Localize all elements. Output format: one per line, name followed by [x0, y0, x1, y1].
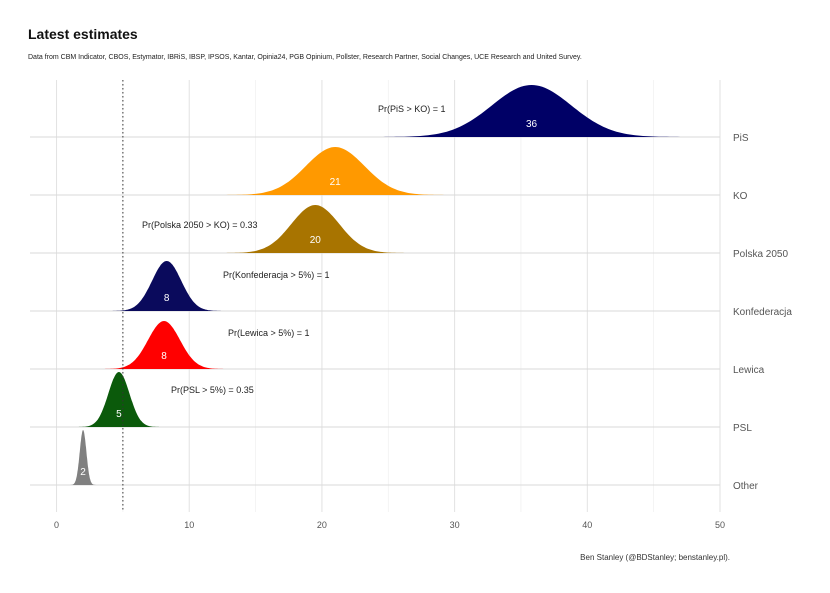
density-value-label: 5	[116, 409, 122, 420]
probability-annotation: Pr(Konfederacja > 5%) = 1	[223, 270, 330, 280]
density-value-label: 36	[526, 119, 538, 130]
category-label: Other	[733, 481, 759, 492]
category-label: PiS	[733, 133, 749, 144]
density-polska-2050	[219, 205, 411, 253]
probability-annotation: Pr(Polska 2050 > KO) = 0.33	[142, 220, 258, 230]
x-tick-label: 20	[317, 520, 327, 530]
category-label: PSL	[733, 423, 752, 434]
density-value-label: 21	[330, 177, 342, 188]
x-tick-label: 50	[715, 520, 725, 530]
chart-caption: Ben Stanley (@BDStanley; benstanley.pl).	[580, 553, 730, 562]
density-psl	[76, 372, 162, 427]
density-pis	[372, 85, 691, 137]
density-konfederacja	[108, 261, 226, 311]
density-lewica	[100, 321, 228, 369]
density-ko	[218, 147, 452, 195]
density-value-label: 20	[310, 235, 322, 246]
chart-subtitle: Data from CBM Indicator, CBOS, Estymator…	[28, 54, 582, 61]
x-tick-label: 10	[184, 520, 194, 530]
density-other	[69, 430, 97, 485]
density-value-label: 8	[161, 351, 167, 362]
x-tick-label: 0	[54, 520, 59, 530]
density-value-label: 2	[80, 467, 86, 478]
category-label: Polska 2050	[733, 249, 788, 260]
chart-title: Latest estimates	[28, 26, 138, 42]
probability-annotation: Pr(PiS > KO) = 1	[378, 104, 446, 114]
category-label: Lewica	[733, 365, 765, 376]
x-tick-label: 30	[450, 520, 460, 530]
probability-annotation: Pr(Lewica > 5%) = 1	[228, 328, 310, 338]
x-tick-label: 40	[582, 520, 592, 530]
probability-annotation: Pr(PSL > 5%) = 0.35	[171, 385, 254, 395]
category-label: Konfederacja	[733, 307, 792, 318]
density-value-label: 8	[164, 293, 170, 304]
category-label: KO	[733, 191, 748, 202]
